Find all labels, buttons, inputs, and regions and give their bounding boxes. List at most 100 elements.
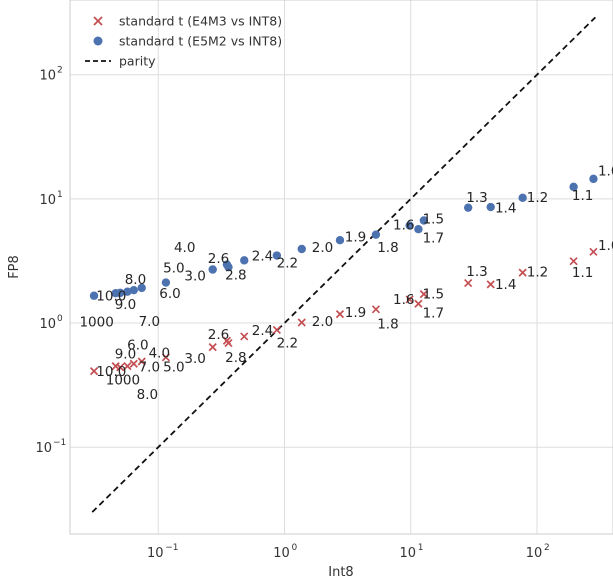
point-label: 1.4 [495,277,516,293]
data-point-x-marker [123,362,132,371]
data-point-dot [569,182,578,192]
data-point-dot [463,203,473,212]
point-label: 10.0 [96,364,126,380]
data-point-dot [589,174,598,184]
point-label: 1.2 [527,265,548,281]
point-label: 9.0 [115,297,136,313]
data-point-x-marker [335,310,345,319]
point-label: 1.9 [345,230,366,246]
x-axis-ticks: 10 −1 10 0 10 1 10 2 [147,543,550,561]
point-label: 1.8 [377,317,398,333]
point-label: 8.0 [137,387,158,403]
point-label: 2.0 [312,240,333,256]
y-tick-label: 10 0 [39,314,63,332]
data-point-dot [123,287,132,296]
data-point-dot [161,278,171,287]
y-tick-exponent: −1 [53,438,66,448]
data-point-x-marker [569,257,578,266]
data-point-x-marker [297,318,306,327]
point-label: 7.0 [139,314,160,330]
point-label: 1.1 [572,188,593,204]
legend-item-e5m2: standard t (E5M2 vs INT8) [93,34,282,49]
point-label: 1.3 [466,190,487,206]
point-label: 9.0 [115,346,136,362]
point-label: 1.3 [466,264,487,280]
data-point-x-marker [486,280,495,289]
data-point-dot [371,230,381,239]
point-label: 2.0 [312,314,333,330]
x-tick-exponent: 1 [418,543,424,553]
point-label: 2.4 [252,323,273,339]
x-tick-exponent: 2 [544,543,550,553]
point-label: 2.6 [208,251,229,267]
point-label: 2.2 [277,335,298,351]
y-tick-exponent: 2 [57,66,63,76]
series-e4m3 [89,247,598,376]
series-layer [89,16,598,513]
data-point-dot [405,221,414,230]
data-point-x-marker [464,278,473,288]
data-point-dot [224,262,233,272]
point-label: 1.6 [393,218,414,234]
x-tick-label: 10 −1 [147,543,179,561]
y-tick-label: 10 2 [39,66,62,84]
point-label: 8.0 [125,272,146,288]
x-tick-base: 10 [147,546,164,561]
x-tick-exponent: −1 [165,543,178,553]
point-label: 2.6 [208,327,229,343]
data-point-dot [208,265,217,274]
x-tick-label: 10 1 [399,543,423,561]
point-label: 1.8 [377,240,398,256]
point-label: 2.8 [225,268,246,284]
data-point-dot [414,225,423,234]
data-point-x-marker [405,295,414,304]
data-point-x-marker [161,353,171,362]
series-e5m2 [89,174,598,300]
legend-item-parity: parity [85,54,156,69]
y-tick-base: 10 [39,193,56,208]
y-tick-base: 10 [39,69,56,84]
data-point-x-marker [419,290,428,299]
point-label: 4.0 [149,346,170,362]
point-label: 2.8 [225,350,246,366]
data-point-dot [240,256,249,265]
point-label: 1000 [79,314,113,330]
data-point-x-marker [589,247,598,256]
data-point-dot [335,235,345,245]
data-point-x-marker [272,325,281,335]
point-label: 1000 [106,372,140,388]
point-label: 5.0 [163,360,184,376]
data-point-dot [116,288,125,298]
point-label: 1.5 [423,287,444,303]
data-point-x-marker [89,367,99,376]
point-label: 1.0 [598,164,613,180]
y-tick-base: 10 [39,317,56,332]
point-label: 2.4 [252,249,273,265]
data-point-dot [272,251,282,260]
legend-marker-x [93,16,103,26]
point-label: 1.9 [345,305,366,321]
x-tick-label: 10 0 [273,543,297,561]
point-label: 1.6 [393,292,414,308]
legend-label-e4m3: standard t (E4M3 vs INT8) [119,14,282,29]
point-label: 3.0 [184,269,205,285]
parity-line [91,16,596,513]
x-tick-exponent: 0 [291,543,297,553]
x-axis-label: Int8 [328,565,353,577]
point-label: 1.2 [527,190,548,206]
point-label: 6.0 [127,338,148,354]
data-point-dot [89,291,99,300]
data-point-dot [518,193,527,203]
legend-label-parity: parity [119,54,156,69]
y-tick-exponent: 0 [57,314,63,324]
data-point-x-marker [208,343,217,352]
point-label: 1.4 [495,200,516,216]
data-point-x-marker [414,299,423,308]
data-point-dot [419,216,429,225]
data-point-x-marker [518,268,527,277]
x-tick-label: 10 2 [526,543,550,561]
data-point-dot [297,244,306,254]
